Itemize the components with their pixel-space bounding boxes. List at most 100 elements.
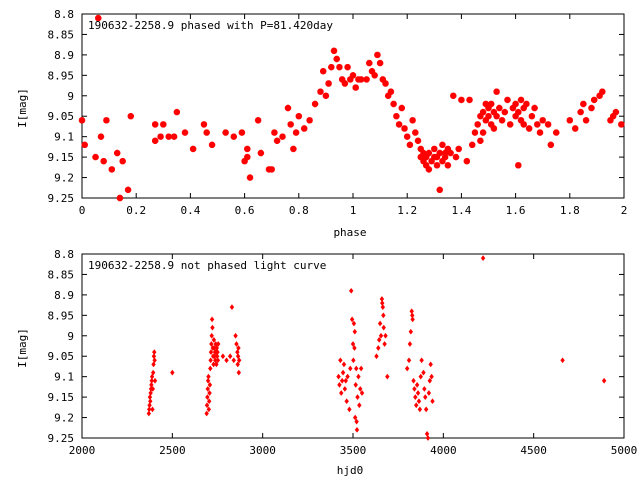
phased-data-point <box>238 129 246 136</box>
phased-data-point <box>493 88 500 95</box>
phased-data-point <box>515 162 522 169</box>
unphased-data-point <box>206 398 212 405</box>
phased-x-tick-label: 0.8 <box>289 204 309 217</box>
unphased-data-point <box>419 357 424 364</box>
unphased-data-point <box>208 357 213 364</box>
unphased-data-point <box>233 332 238 339</box>
unphased-data-point <box>385 373 390 380</box>
unphased-data-point <box>354 426 360 433</box>
unphased-data-point <box>381 324 386 331</box>
phased-data-point <box>420 158 427 165</box>
phased-data-point <box>425 166 433 173</box>
unphased-data-point <box>205 386 210 392</box>
phased-plot-title: 190632-2258.9 phased with P=81.420day <box>88 19 333 32</box>
phased-y-tick-label: 9 <box>67 90 74 103</box>
phased-data-point <box>284 104 292 112</box>
unphased-data-point <box>339 377 345 384</box>
phased-data-point <box>525 125 533 132</box>
phased-data-point <box>306 117 313 124</box>
phased-data-point <box>450 92 457 99</box>
phased-data-point <box>385 92 392 99</box>
phased-data-point <box>447 149 454 157</box>
unphased-data-point <box>216 341 221 347</box>
phased-data-point <box>374 51 381 59</box>
unphased-data-point <box>206 406 212 413</box>
phased-data-point <box>292 129 300 136</box>
unphased-data-point <box>212 353 217 360</box>
unphased-data-point <box>206 373 211 380</box>
phased-data-point <box>230 133 237 140</box>
unphased-data-point <box>356 373 361 380</box>
phased-ticks: 0 0.2 0.4 0.6 0.8 1 1.2 1.4 1.6 1.8 2 8.8 8.85 8.9 8.9… <box>48 8 628 217</box>
phased-data-point <box>409 117 416 124</box>
unphased-y-tick-label: 9.15 <box>48 391 75 404</box>
phased-data-point <box>95 14 102 22</box>
unphased-data-point <box>378 332 384 339</box>
unphased-data-point <box>355 394 360 400</box>
phased-data-point <box>170 133 178 140</box>
phased-data-point <box>395 121 403 128</box>
unphased-x-tick-label: 2000 <box>69 444 96 457</box>
unphased-data-point <box>146 410 152 417</box>
phased-data-point <box>81 141 88 148</box>
phased-data-point <box>344 64 351 71</box>
unphased-y-tick-label: 8.95 <box>48 309 75 322</box>
phased-data-point <box>425 149 433 157</box>
unphased-data-point <box>430 398 435 405</box>
phased-data-point <box>469 141 476 148</box>
unphased-data-point <box>406 357 412 364</box>
phased-data-point <box>387 88 395 95</box>
unphased-points <box>146 255 607 441</box>
phased-data-point <box>108 166 115 173</box>
phased-data-point <box>417 145 424 153</box>
phased-data-point <box>423 162 430 169</box>
unphased-data-point <box>211 337 217 343</box>
unphased-data-point <box>407 341 413 347</box>
phased-data-point <box>547 141 554 148</box>
phased-data-point <box>352 84 359 91</box>
unphased-data-point <box>409 308 414 315</box>
phased-data-point <box>452 153 460 161</box>
unphased-x-tick-label: 2500 <box>159 444 186 457</box>
phased-data-point <box>482 117 489 124</box>
unphased-data-point <box>358 386 363 392</box>
phased-data-point <box>257 149 265 157</box>
phased-data-point <box>114 149 121 157</box>
unphased-data-point <box>339 390 344 396</box>
phased-data-point <box>482 100 489 108</box>
phased-data-point <box>431 145 438 153</box>
phased-data-point <box>507 121 514 128</box>
phased-data-point <box>333 55 340 63</box>
unphased-data-point <box>359 390 365 396</box>
phased-data-point <box>523 100 530 108</box>
unphased-data-point <box>150 386 156 392</box>
phased-data-point <box>330 47 338 54</box>
unphased-data-point <box>347 406 352 413</box>
phased-y-tick-label: 8.9 <box>54 49 74 62</box>
phased-data-point <box>436 149 443 157</box>
unphased-data-point <box>208 349 214 355</box>
phased-x-tick-label: 1.2 <box>397 204 417 217</box>
phased-data-point <box>596 92 603 99</box>
phased-plot-frame <box>81 13 625 199</box>
unphased-data-point <box>344 398 349 405</box>
phased-data-point <box>441 149 449 157</box>
phased-data-point <box>322 92 330 99</box>
unphased-data-point <box>410 312 415 319</box>
unphased-y-tick-label: 9.05 <box>48 350 75 363</box>
phased-data-point <box>320 68 327 75</box>
phased-data-point <box>401 125 408 132</box>
phased-data-point <box>208 141 216 148</box>
unphased-data-point <box>353 381 358 388</box>
phased-data-point <box>485 113 492 120</box>
phased-data-point <box>349 72 357 79</box>
phased-data-point <box>504 96 511 104</box>
unphased-data-point <box>429 373 434 380</box>
unphased-data-point <box>357 402 362 409</box>
unphased-x-tick-label: 3500 <box>340 444 367 457</box>
phased-data-point <box>610 113 617 120</box>
phased-data-point <box>498 117 506 124</box>
phased-data-point <box>607 117 614 124</box>
phased-y-tick-label: 8.85 <box>48 28 75 41</box>
phased-data-point <box>485 104 492 112</box>
